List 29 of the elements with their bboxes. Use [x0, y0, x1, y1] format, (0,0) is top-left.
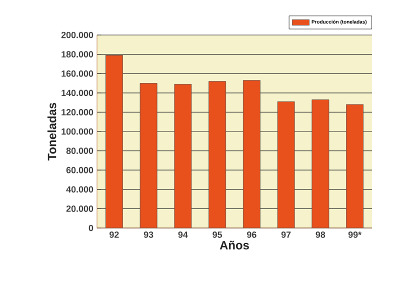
x-axis-title: Años	[220, 240, 249, 250]
y-tick-label: 20.000	[66, 206, 94, 212]
y-tick-label: 60.000	[66, 166, 94, 174]
x-tick-label: 92	[110, 232, 119, 238]
x-tick-label: 95	[212, 232, 222, 238]
y-tick-label: 160.000	[62, 70, 94, 77]
x-tick-label: 96	[247, 232, 256, 238]
y-tick-label: 0	[88, 224, 94, 232]
y-tick-label: 120.000	[62, 109, 94, 116]
bar	[105, 55, 123, 228]
y-tick-label: 140.000	[62, 90, 94, 96]
y-tick-label: 100.000	[62, 128, 94, 135]
y-tick-label: 80.000	[66, 148, 94, 154]
bar	[174, 84, 192, 228]
y-tick-label: 40.000	[66, 186, 94, 193]
bar	[346, 104, 364, 228]
x-tick-label: 97	[281, 232, 291, 238]
y-tick-label: 200.000	[61, 32, 94, 38]
y-tick-label: 180.000	[62, 51, 94, 58]
bar	[242, 80, 260, 228]
x-tick-label: 99*	[348, 232, 362, 238]
x-tick-label: 93	[144, 232, 154, 238]
bar	[277, 101, 295, 228]
bar	[140, 83, 158, 228]
x-tick-label: 94	[178, 232, 188, 238]
x-tick-label: 98	[316, 232, 326, 238]
y-axis-title: Toneladas	[47, 102, 56, 160]
bar	[208, 81, 226, 228]
bar	[312, 99, 330, 228]
